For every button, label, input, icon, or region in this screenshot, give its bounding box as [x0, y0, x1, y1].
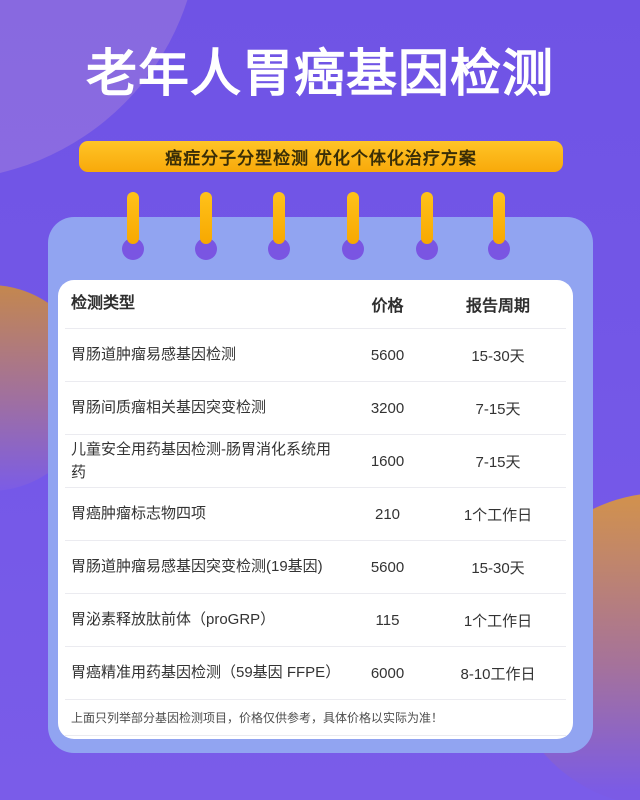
- pin-dot-icon: [342, 238, 364, 260]
- pin-dot-icon: [416, 238, 438, 260]
- pin-rod-icon: [127, 192, 139, 244]
- cell-price: 3200: [370, 399, 405, 417]
- pin-rod-icon: [493, 192, 505, 244]
- price-sheet: 检测类型 价格 报告周期 胃肠道肿瘤易感基因检测 5600 15-30天 胃肠间…: [58, 280, 573, 739]
- table-row: 儿童安全用药基因检测-肠胃消化系统用药 1600 7-15天: [65, 435, 566, 488]
- pin-rod-icon: [347, 192, 359, 244]
- pin-icon: [416, 192, 438, 260]
- cell-test-name: 胃肠道肿瘤易感基因突变检测(19基因): [71, 558, 323, 576]
- cell-report-period: 8-10工作日: [460, 665, 536, 683]
- subtitle-banner: 癌症分子分型检测 优化个体化治疗方案: [79, 141, 563, 172]
- notepad-card: 检测类型 价格 报告周期 胃肠道肿瘤易感基因检测 5600 15-30天 胃肠间…: [48, 217, 593, 753]
- pin-icon: [122, 192, 144, 260]
- pin-rod-icon: [200, 192, 212, 244]
- cell-report-period: 15-30天: [471, 559, 525, 577]
- column-header-report-period: 报告周期: [465, 298, 530, 315]
- cell-test-name: 胃肠间质瘤相关基因突变检测: [71, 399, 267, 417]
- page-title: 老年人胃癌基因检测: [85, 45, 554, 102]
- pin-dot-icon: [195, 238, 217, 260]
- table-row: 胃肠间质瘤相关基因突变检测 3200 7-15天: [65, 382, 566, 435]
- footnote: 上面只列举部分基因检测项目，价格仅供参考，具体价格以实际为准！: [65, 700, 566, 736]
- cell-price: 6000: [370, 664, 405, 682]
- cell-price: 115: [375, 611, 400, 629]
- notepad-pins: [0, 192, 640, 262]
- table-row: 胃肠道肿瘤易感基因突变检测(19基因) 5600 15-30天: [65, 541, 566, 594]
- pin-dot-icon: [268, 238, 290, 260]
- pin-dot-icon: [122, 238, 144, 260]
- pin-icon: [195, 192, 217, 260]
- cell-test-name: 胃癌肿瘤标志物四项: [71, 505, 207, 523]
- cell-test-name: 胃癌精准用药基因检测（59基因 FFPE）: [71, 664, 341, 682]
- cell-report-period: 7-15天: [475, 453, 521, 471]
- table-body: 胃肠道肿瘤易感基因检测 5600 15-30天 胃肠间质瘤相关基因突变检测 32…: [65, 329, 566, 700]
- subtitle-text: 癌症分子分型检测 优化个体化治疗方案: [165, 149, 477, 168]
- cell-report-period: 7-15天: [475, 400, 521, 418]
- pin-rod-icon: [273, 192, 285, 244]
- pin-icon: [342, 192, 364, 260]
- cell-report-period: 15-30天: [471, 347, 525, 365]
- cell-test-name: 胃泌素释放肽前体（proGRP）: [71, 611, 276, 629]
- table-row: 胃癌精准用药基因检测（59基因 FFPE） 6000 8-10工作日: [65, 647, 566, 700]
- table-row: 胃肠道肿瘤易感基因检测 5600 15-30天: [65, 329, 566, 382]
- pin-icon: [268, 192, 290, 260]
- cell-test-name: 儿童安全用药基因检测-肠胃消化系统用药: [71, 440, 331, 481]
- cell-test-name: 胃肠道肿瘤易感基因检测: [71, 346, 237, 364]
- table-row: 胃泌素释放肽前体（proGRP） 115 1个工作日: [65, 594, 566, 647]
- price-table: 检测类型 价格 报告周期 胃肠道肿瘤易感基因检测 5600 15-30天 胃肠间…: [65, 280, 566, 736]
- table-header-row: 检测类型 价格 报告周期: [65, 280, 566, 329]
- cell-report-period: 1个工作日: [463, 506, 533, 524]
- cell-price: 5600: [370, 558, 405, 576]
- column-header-price: 价格: [371, 298, 404, 315]
- table-row: 胃癌肿瘤标志物四项 210 1个工作日: [65, 488, 566, 541]
- cell-price: 5600: [370, 346, 405, 364]
- pin-icon: [488, 192, 510, 260]
- cell-report-period: 1个工作日: [463, 612, 533, 630]
- pin-rod-icon: [421, 192, 433, 244]
- cell-price: 210: [374, 505, 401, 523]
- cell-price: 1600: [370, 452, 405, 470]
- column-header-test-type: 检测类型: [71, 294, 136, 312]
- pin-dot-icon: [488, 238, 510, 260]
